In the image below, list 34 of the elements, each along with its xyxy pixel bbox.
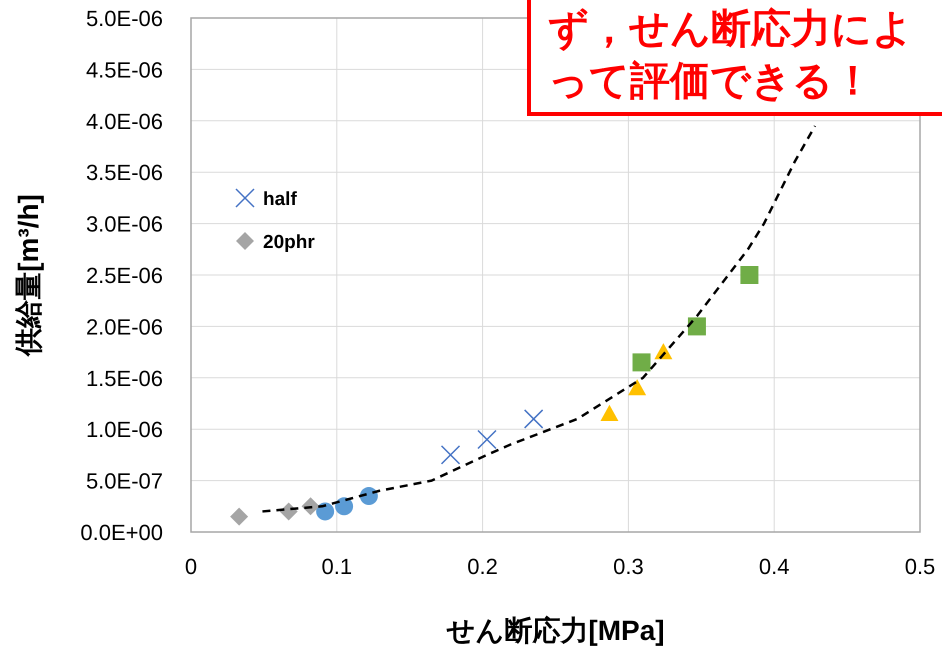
point xyxy=(688,317,706,336)
x-axis-title: せん断応力[MPa] xyxy=(445,615,665,646)
point xyxy=(740,266,758,284)
y-axis-title: 供給量[m³/h] xyxy=(13,194,44,357)
point xyxy=(335,497,354,516)
y-tick-label: 2.5E-06 xyxy=(86,263,163,288)
point xyxy=(316,502,334,520)
legend-label: 20phr xyxy=(263,232,316,253)
point xyxy=(440,445,460,465)
x-tick-label: 0 xyxy=(184,554,198,579)
y-tick-label: 1.5E-06 xyxy=(86,366,163,391)
point xyxy=(477,430,497,450)
y-tick-label: 4.0E-06 xyxy=(86,108,163,134)
x-tick-label: 0.4 xyxy=(758,554,790,579)
x-tick-label: 0.5 xyxy=(904,554,936,579)
x-tick-label: 0.1 xyxy=(322,554,352,579)
y-tick-label: 0.0E+00 xyxy=(80,520,163,545)
y-tick-label: 1.0E-06 xyxy=(86,417,163,442)
y-tick-label: 5.0E-07 xyxy=(86,468,163,494)
point xyxy=(632,353,651,372)
x-tick-label: 0.2 xyxy=(467,554,498,579)
y-tick-label: 3.0E-06 xyxy=(86,212,163,237)
annotation: ず，せん断応力によって評価できる！ xyxy=(548,7,913,103)
x-tick-label: 0.3 xyxy=(613,554,644,579)
y-tick-label: 5.0E-06 xyxy=(86,6,163,31)
point xyxy=(628,379,646,396)
y-tick-label: 4.5E-06 xyxy=(86,57,163,82)
annotation: ず，せん断応力によって評価できる！ xyxy=(527,0,942,116)
y-tick-label: 3.5E-06 xyxy=(86,160,163,186)
point xyxy=(600,404,618,421)
point xyxy=(524,409,544,429)
y-tick-label: 2.0E-06 xyxy=(86,314,163,340)
legend-label: half xyxy=(263,189,298,210)
point xyxy=(230,508,248,526)
